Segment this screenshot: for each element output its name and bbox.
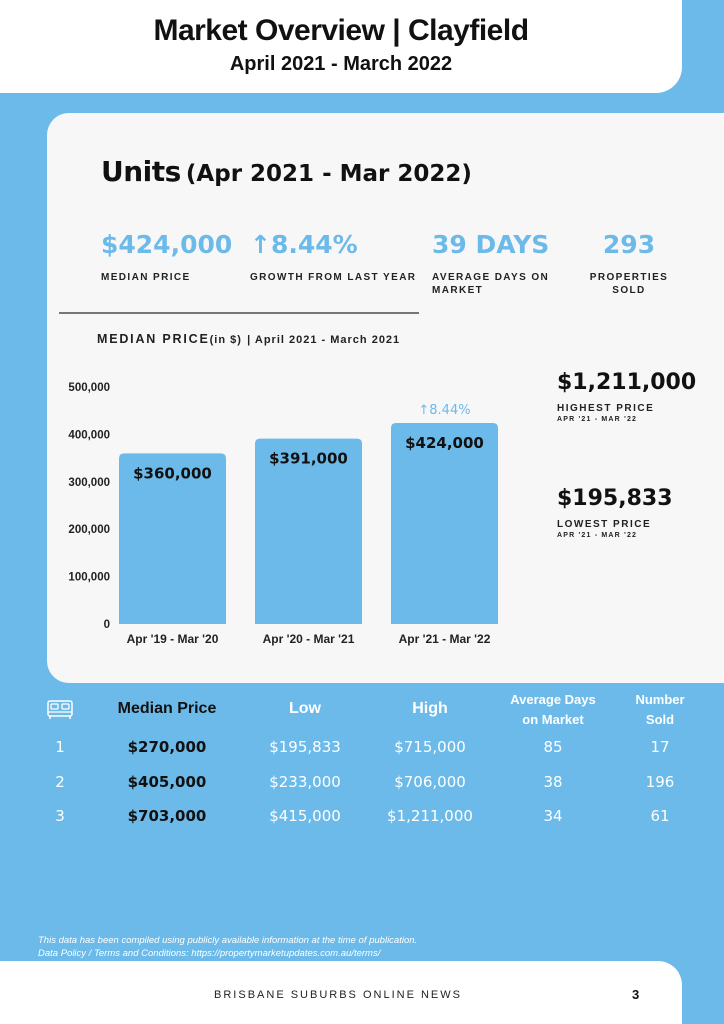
x-category-label: Apr '20 - Mar '21 [263, 632, 355, 646]
table-row: 2 $405,000 $233,000 $706,000 38 196 [0, 773, 724, 803]
page-title: Market Overview | Clayfield [153, 14, 529, 47]
header-number-sold-line2: Sold [645, 712, 675, 727]
cell-sold: 61 [650, 807, 670, 825]
cell-days: 38 [543, 773, 563, 791]
chart-heading: MEDIAN PRICE(in $) | April 2021 - March … [97, 332, 400, 346]
bar-value-label: $391,000 [269, 450, 348, 468]
stat-label: GROWTH FROM LAST YEAR [250, 272, 417, 283]
cell-sold: 196 [645, 773, 675, 791]
bar-value-label: $360,000 [133, 464, 212, 482]
bar [391, 423, 498, 624]
highest-price-value: $1,211,000 [557, 370, 697, 395]
lowest-price-label: LOWEST PRICE [557, 519, 652, 530]
units-overview-card: Units (Apr 2021 - Mar 2022) $424,000 MED… [47, 113, 724, 683]
cell-low: $415,000 [269, 807, 341, 825]
disclaimer-line2: Data Policy / Terms and Conditions: http… [38, 948, 381, 959]
stat-growth: ↑8.44% GROWTH FROM LAST YEAR [250, 230, 416, 284]
cell-low: $195,833 [269, 738, 341, 756]
stat-value: 293 [602, 230, 656, 259]
table-row: 3 $703,000 $415,000 $1,211,000 34 61 [0, 807, 724, 837]
median-price-bar-chart: 0 100,000 200,000 300,000 400,000 500,000 $360… [68, 382, 498, 646]
cell-low: $233,000 [269, 773, 341, 791]
header-average-days: Average Days on Market [493, 690, 613, 730]
table-row: 1 $270,000 $195,833 $715,000 85 17 [0, 738, 724, 768]
chart-heading-unit: (in $) [209, 334, 242, 346]
stat-label: PROPERTIES SOLD [589, 272, 669, 296]
bed-icon [46, 698, 74, 724]
stat-median-price: $424,000 MEDIAN PRICE [101, 230, 232, 284]
chart-heading-period: | April 2021 - March 2021 [247, 334, 401, 346]
cell-bedrooms: 1 [55, 738, 65, 756]
highest-price-period: APR '21 - MAR '22 [557, 416, 638, 423]
table-header: Median Price Low High Average Days on Ma… [0, 686, 724, 738]
y-tick-label: 400,000 [68, 429, 110, 441]
section-title-period: (Apr 2021 - Mar 2022) [185, 161, 472, 187]
page-header: Market Overview | Clayfield April 2021 -… [0, 0, 682, 93]
cell-high: $1,211,000 [387, 807, 473, 825]
page-footer: BRISBANE SUBURBS ONLINE NEWS 3 [0, 961, 682, 1024]
y-tick-label: 200,000 [68, 524, 110, 536]
x-category-label: Apr '19 - Mar '20 [127, 632, 219, 646]
header-number-sold-line1: Number [635, 692, 685, 707]
data-disclaimer: This data has been compiled using public… [38, 934, 417, 960]
stat-properties-sold: 293 PROPERTIES SOLD [578, 230, 680, 297]
cell-high: $706,000 [394, 773, 466, 791]
chart-heading-main: MEDIAN PRICE [97, 332, 210, 346]
y-tick-label: 0 [104, 619, 110, 631]
bar [119, 453, 226, 624]
page-number: 3 [632, 987, 640, 1002]
lowest-price-period: APR '21 - MAR '22 [557, 532, 638, 539]
stat-value: 39 DAYS [432, 230, 550, 259]
disclaimer-line1: This data has been compiled using public… [38, 935, 418, 946]
page-subtitle: April 2021 - March 2022 [229, 53, 453, 75]
stat-label: AVERAGE DAYS ON MARKET [432, 272, 550, 296]
lowest-price-stat: $195,833 LOWEST PRICE APR '21 - MAR '22 [557, 486, 673, 539]
highest-price-stat: $1,211,000 HIGHEST PRICE APR '21 - MAR '… [557, 370, 696, 423]
highest-price-label: HIGHEST PRICE [557, 403, 655, 414]
cell-sold: 17 [650, 738, 670, 756]
cell-days: 85 [543, 738, 563, 756]
cell-median: $703,000 [127, 807, 207, 825]
cell-high: $715,000 [394, 738, 466, 756]
section-title: Units (Apr 2021 - Mar 2022) [101, 155, 472, 188]
y-tick-label: 500,000 [68, 382, 110, 394]
header-average-days-line2: on Market [522, 712, 584, 727]
bar [255, 438, 362, 624]
header-median-price: Median Price [117, 700, 217, 717]
growth-annotation: ↑8.44% [418, 403, 470, 418]
header-average-days-line1: Average Days [510, 692, 596, 707]
stat-value: ↑8.44% [250, 230, 358, 259]
cell-median: $405,000 [127, 773, 207, 791]
stat-label: MEDIAN PRICE [101, 272, 191, 283]
header-low: Low [289, 700, 321, 717]
y-tick-label: 300,000 [68, 477, 110, 489]
lowest-price-value: $195,833 [557, 486, 673, 511]
cell-bedrooms: 3 [55, 807, 65, 825]
section-title-main: Units [101, 155, 181, 188]
bar-value-label: $424,000 [405, 434, 484, 452]
y-tick-label: 100,000 [68, 572, 110, 584]
cell-median: $270,000 [127, 738, 207, 756]
stat-days-on-market: 39 DAYS AVERAGE DAYS ON MARKET [432, 230, 552, 297]
header-number-sold: Number Sold [620, 690, 700, 730]
x-category-label: Apr '21 - Mar '22 [399, 632, 491, 646]
cell-bedrooms: 2 [55, 773, 65, 791]
stat-value: $424,000 [101, 230, 233, 259]
publisher-name: BRISBANE SUBURBS ONLINE NEWS [214, 989, 462, 1001]
divider [59, 312, 419, 314]
cell-days: 34 [543, 807, 563, 825]
header-high: High [412, 700, 448, 717]
